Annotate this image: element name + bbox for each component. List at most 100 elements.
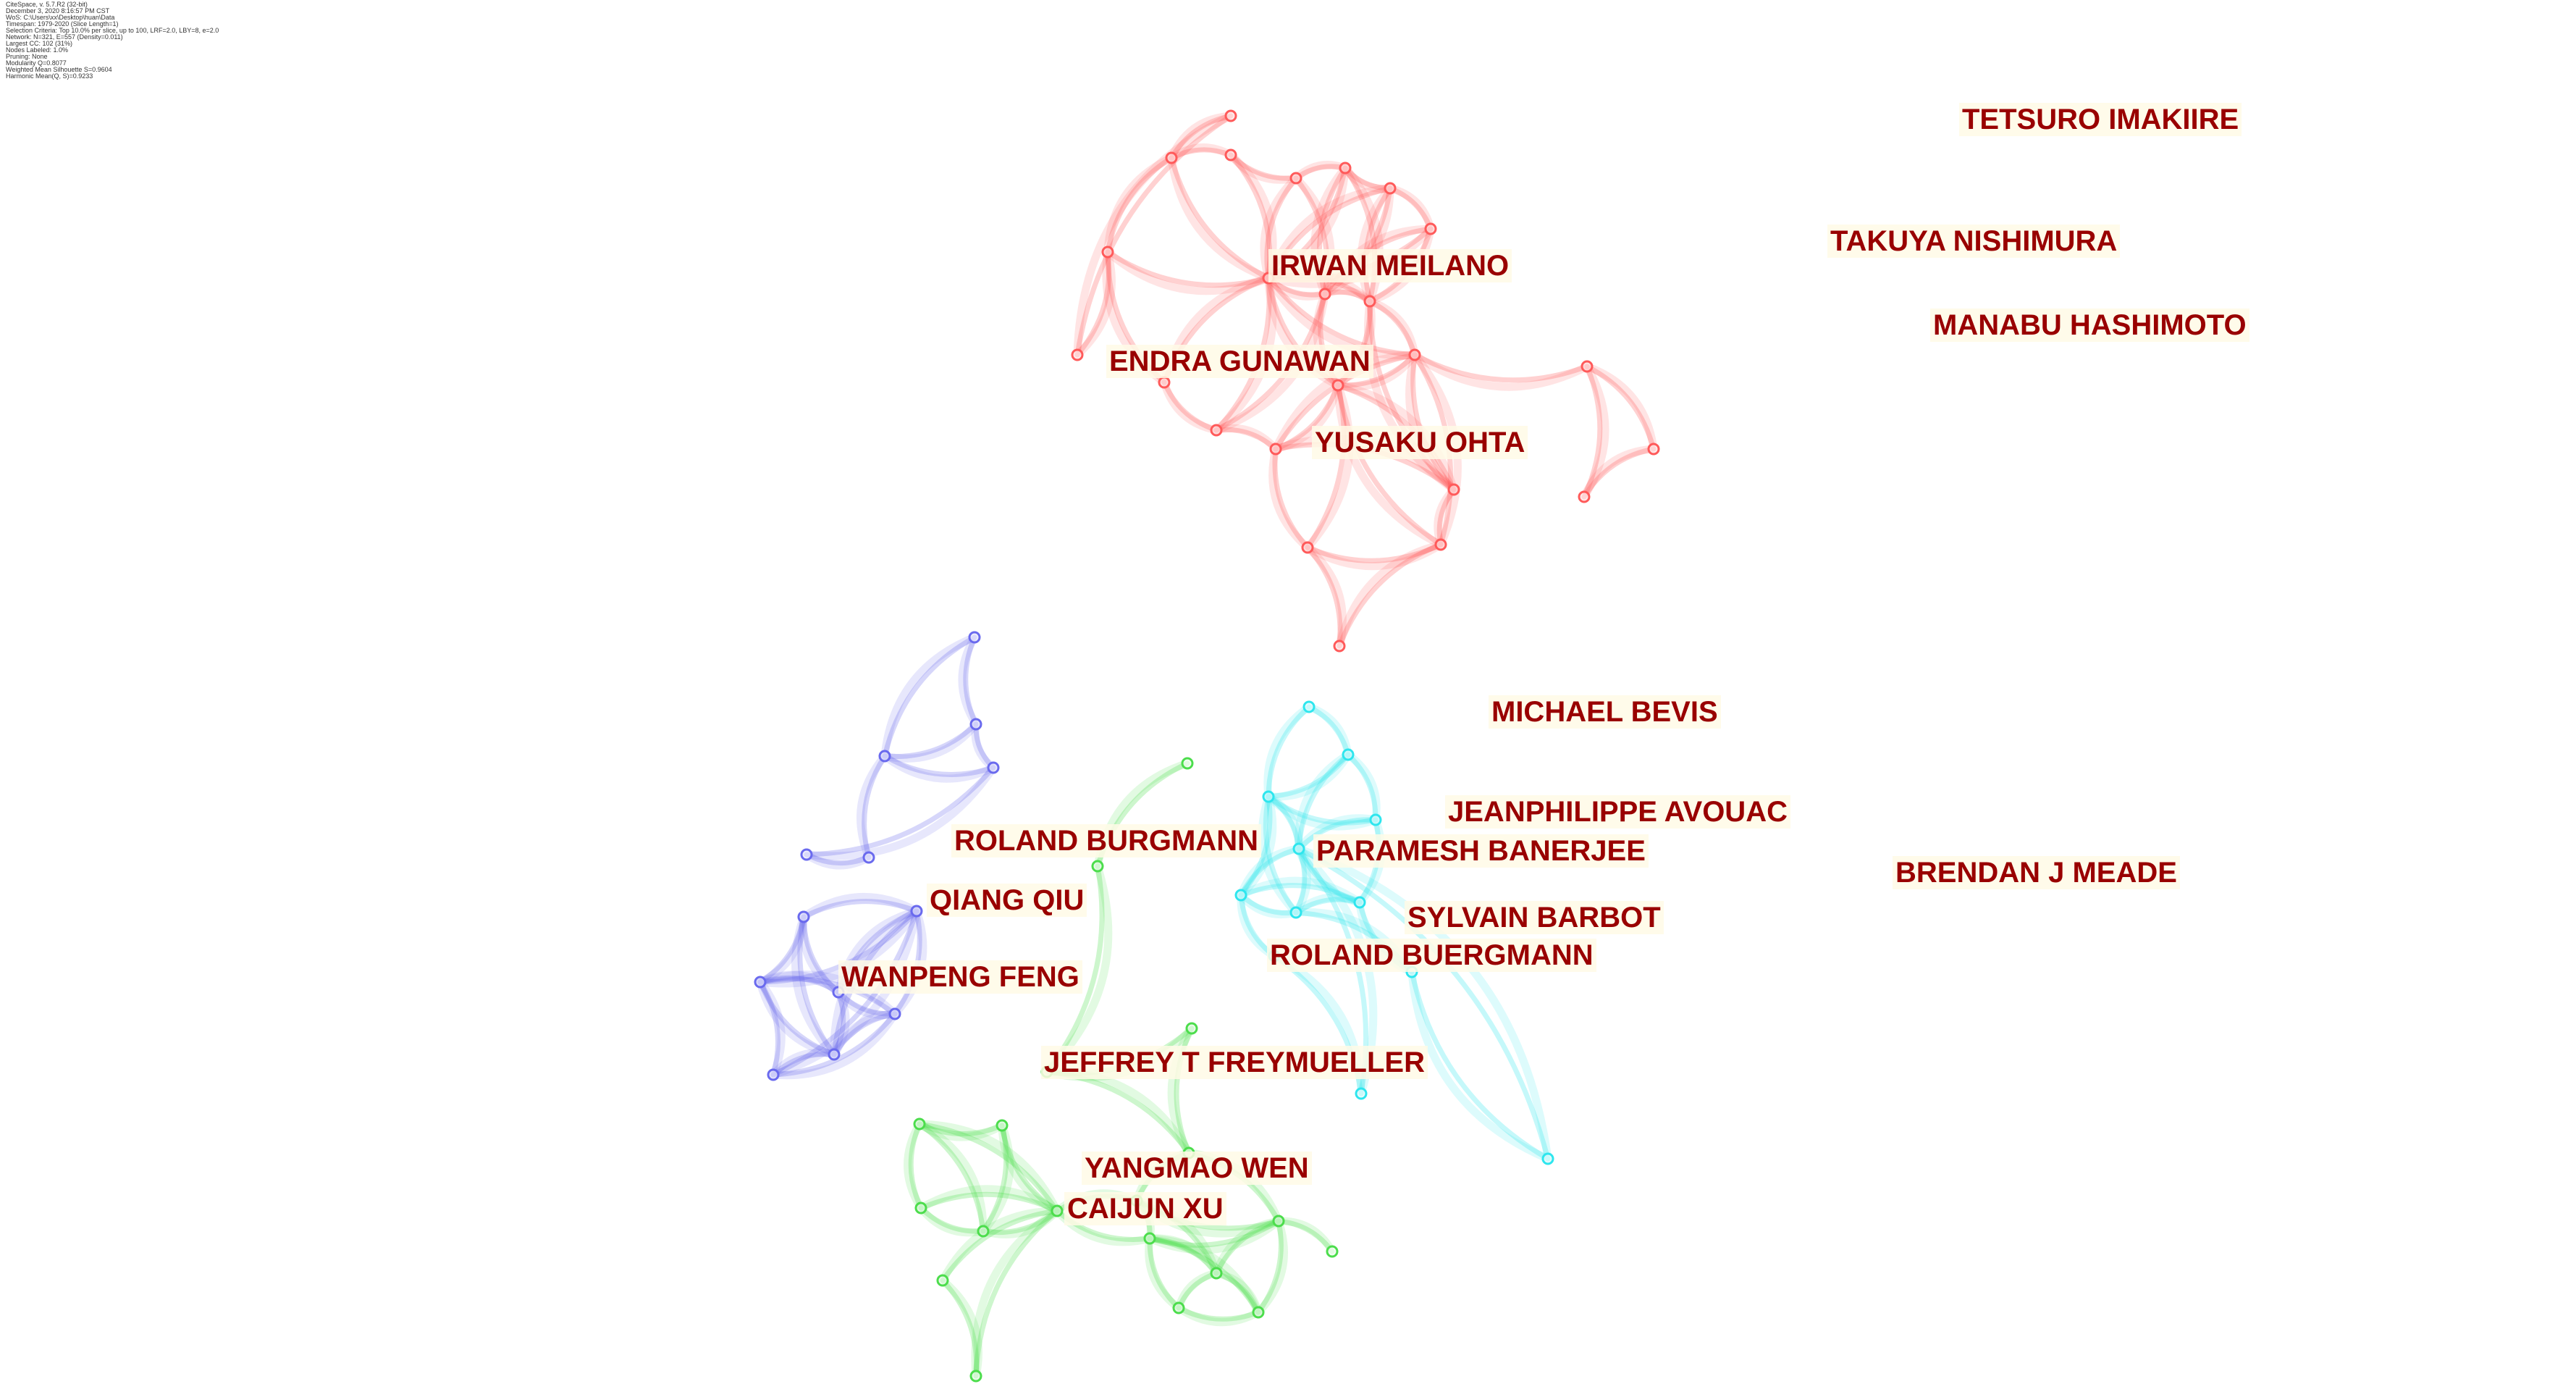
cyan-author-node[interactable] — [1262, 790, 1275, 803]
green-cluster-link — [1145, 1234, 1263, 1317]
blue-cluster-link — [880, 633, 979, 760]
label-roland-burgmann[interactable]: ROLAND BURGMANN — [951, 824, 1261, 857]
red-author-node[interactable] — [1434, 538, 1447, 551]
red-author-node[interactable] — [1333, 639, 1346, 653]
label-jeanphilippe-avouac[interactable]: JEANPHILIPPE AVOUAC — [1445, 795, 1790, 829]
red-cluster-link — [1161, 379, 1219, 433]
label-yangmao-wen[interactable]: YANGMAO WEN — [1082, 1152, 1312, 1185]
red-cluster-link — [1074, 113, 1234, 358]
red-author-node[interactable] — [1647, 443, 1660, 456]
red-author-node[interactable] — [1447, 483, 1460, 496]
red-author-node[interactable] — [1289, 172, 1302, 185]
label-takuya-nishimura[interactable]: TAKUYA NISHIMURA — [1827, 225, 2121, 258]
red-author-node[interactable] — [1269, 443, 1282, 456]
blue-author-node[interactable] — [910, 905, 923, 918]
label-brendan-j-meade[interactable]: BRENDAN J MEADE — [1893, 856, 2180, 889]
green-cluster-links — [904, 759, 1337, 1380]
green-author-node[interactable] — [913, 1117, 926, 1131]
blue-author-node[interactable] — [878, 750, 891, 763]
red-author-node[interactable] — [1071, 348, 1084, 361]
green-cluster-link — [1176, 1305, 1261, 1322]
cyan-author-node[interactable] — [1292, 842, 1305, 855]
label-michael-bevis[interactable]: MICHAEL BEVIS — [1489, 695, 1721, 729]
green-author-node[interactable] — [1210, 1267, 1223, 1280]
label-qiang-qiu[interactable]: QIANG QIU — [927, 884, 1087, 917]
blue-author-node[interactable] — [862, 851, 875, 864]
green-author-node[interactable] — [1181, 757, 1194, 770]
red-cluster-link — [1358, 184, 1394, 306]
red-cluster-link — [1226, 151, 1300, 184]
red-author-node[interactable] — [1339, 162, 1352, 175]
cyan-author-node[interactable] — [1369, 813, 1382, 826]
green-author-node[interactable] — [914, 1201, 927, 1215]
red-author-node[interactable] — [1101, 246, 1114, 259]
green-author-node[interactable] — [1051, 1204, 1064, 1217]
blue-cluster-link — [799, 913, 843, 997]
red-cluster-link — [1103, 248, 1273, 295]
cyan-author-node[interactable] — [1353, 896, 1366, 909]
blue-author-node[interactable] — [800, 848, 813, 861]
green-author-node[interactable] — [936, 1274, 949, 1287]
cyan-author-node[interactable] — [1342, 748, 1355, 761]
red-author-node[interactable] — [1224, 148, 1237, 162]
green-cluster-link — [915, 1120, 1061, 1215]
green-author-node[interactable] — [1272, 1215, 1285, 1228]
green-author-node[interactable] — [1091, 860, 1104, 873]
green-author-node[interactable] — [1326, 1245, 1339, 1258]
label-paramesh-banerjee[interactable]: PARAMESH BANERJEE — [1313, 834, 1649, 868]
red-author-node[interactable] — [1301, 541, 1314, 554]
red-author-node[interactable] — [1363, 295, 1376, 308]
cyan-cluster-link — [1293, 897, 1363, 915]
blue-author-node[interactable] — [797, 910, 810, 923]
label-wanpeng-feng[interactable]: WANPENG FENG — [838, 960, 1082, 994]
green-author-node[interactable] — [996, 1119, 1009, 1132]
red-author-node[interactable] — [1318, 288, 1331, 301]
red-author-node[interactable] — [1408, 348, 1421, 361]
label-roland-buergmann[interactable]: ROLAND BUERGMANN — [1267, 939, 1596, 972]
cyan-author-node[interactable] — [1355, 1087, 1368, 1100]
blue-cluster-link — [804, 852, 872, 865]
blue-author-node[interactable] — [828, 1048, 841, 1061]
green-cluster-link — [1274, 1217, 1337, 1256]
label-endra-gunawan[interactable]: ENDRA GUNAWAN — [1106, 345, 1373, 378]
blue-author-node[interactable] — [888, 1007, 901, 1020]
label-irwan-meilano[interactable]: IRWAN MEILANO — [1268, 249, 1512, 282]
red-author-node[interactable] — [1384, 182, 1397, 195]
green-author-node[interactable] — [969, 1370, 982, 1383]
cyan-author-node[interactable] — [1302, 700, 1316, 713]
red-author-node[interactable] — [1580, 360, 1594, 373]
blue-author-node[interactable] — [767, 1068, 780, 1081]
green-cluster-link — [918, 1191, 1060, 1214]
cyan-cluster-link — [1238, 892, 1299, 916]
blue-author-node[interactable] — [968, 631, 981, 644]
blue-cluster-link — [834, 988, 899, 1019]
green-author-node[interactable] — [1172, 1301, 1185, 1314]
blue-author-node[interactable] — [987, 761, 1000, 774]
label-caijun-xu[interactable]: CAIJUN XU — [1064, 1192, 1226, 1225]
red-cluster-link — [1264, 274, 1419, 359]
label-jeffrey-t-freymueller[interactable]: JEFFREY T FREYMUELLER — [1041, 1046, 1428, 1079]
green-author-node[interactable] — [977, 1225, 990, 1238]
blue-author-node[interactable] — [754, 976, 767, 989]
label-tetsuro-imakiire[interactable]: TETSURO IMAKIIRE — [1959, 103, 2242, 136]
red-author-node[interactable] — [1158, 376, 1171, 389]
green-author-node[interactable] — [1185, 1022, 1198, 1035]
green-author-node[interactable] — [1252, 1306, 1265, 1319]
label-sylvain-barbot[interactable]: SYLVAIN BARBOT — [1405, 901, 1664, 934]
blue-author-node[interactable] — [969, 718, 982, 731]
cyan-author-node[interactable] — [1541, 1152, 1554, 1165]
blue-cluster-link — [801, 914, 841, 995]
blue-cluster-link — [769, 1049, 838, 1079]
red-author-node[interactable] — [1165, 151, 1178, 164]
cyan-author-node[interactable] — [1234, 889, 1247, 902]
label-yusaku-ohta[interactable]: YUSAKU OHTA — [1312, 426, 1528, 459]
cyan-author-node[interactable] — [1289, 906, 1302, 919]
red-author-node[interactable] — [1331, 379, 1344, 392]
green-author-node[interactable] — [1143, 1232, 1156, 1245]
red-author-node[interactable] — [1210, 424, 1223, 437]
red-author-node[interactable] — [1424, 222, 1437, 235]
blue-cluster-link — [756, 978, 838, 1059]
label-manabu-hashimoto[interactable]: MANABU HASHIMOTO — [1930, 309, 2249, 342]
red-author-node[interactable] — [1224, 109, 1237, 122]
red-author-node[interactable] — [1578, 490, 1591, 503]
